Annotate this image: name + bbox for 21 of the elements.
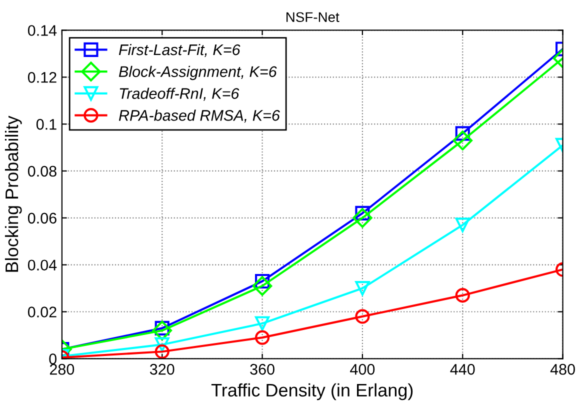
y-tick-label: 0.1 <box>36 118 56 130</box>
y-tick-label: 0.08 <box>28 166 56 177</box>
y-tick-label: 0.04 <box>28 260 57 271</box>
legend-label: First-Last-Fit, K=6 <box>118 44 240 57</box>
y-tick-label: 0.02 <box>28 306 56 318</box>
x-tick-label: 400 <box>350 364 375 375</box>
x-tick-label: 480 <box>550 364 575 375</box>
legend-label: Tradeoff-RnI, K=6 <box>120 88 240 101</box>
x-tick-label: 280 <box>50 364 74 375</box>
legend-label: Block-Assignment, K=6 <box>118 66 277 80</box>
y-tick-label: 0.14 <box>28 25 57 36</box>
y-tick-label: 0 <box>49 354 56 364</box>
x-tick-label: 360 <box>250 364 274 375</box>
x-axis-title: Traffic Density (in Erlang) <box>211 383 413 400</box>
chart-title: NSF-Net <box>286 12 340 22</box>
y-tick-label: 0.06 <box>28 212 56 224</box>
y-axis-title: Blocking Probability <box>4 116 22 272</box>
legend-label: RPA-based RMSA, K=6 <box>118 110 280 123</box>
x-tick-label: 440 <box>450 364 475 375</box>
y-tick-label: 0.12 <box>28 72 56 83</box>
x-tick-label: 320 <box>150 364 174 375</box>
